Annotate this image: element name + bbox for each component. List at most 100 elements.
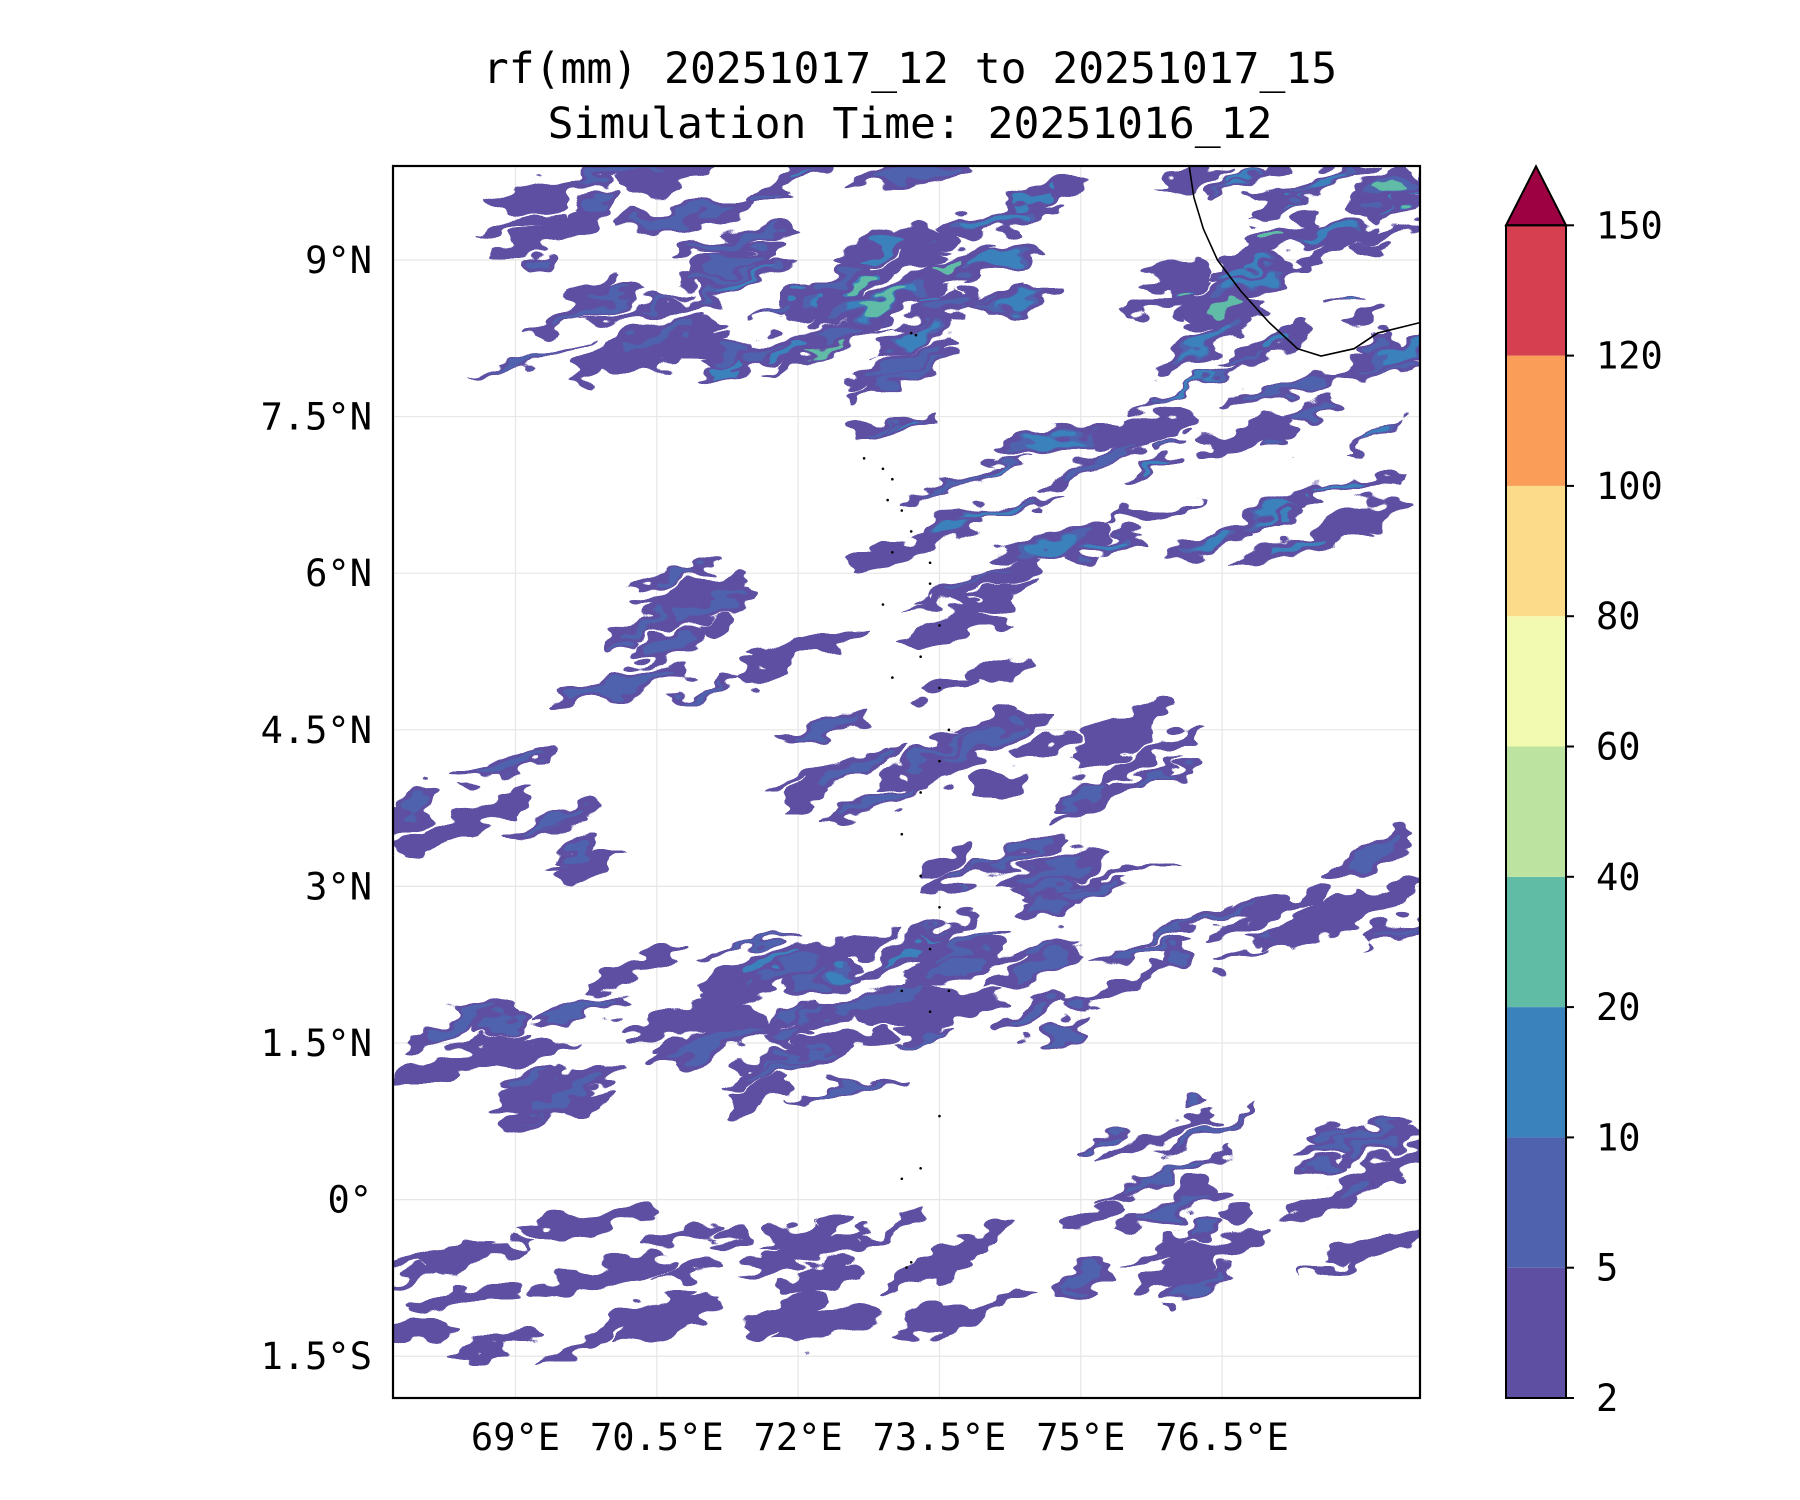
island-dot	[928, 947, 932, 951]
rain-cell	[931, 954, 989, 975]
rain-cell	[595, 332, 735, 372]
rain-cell	[1092, 723, 1203, 787]
lon-tick-label: 76.5°E	[1155, 1416, 1289, 1459]
rain-cell	[726, 1079, 792, 1113]
rain-cell	[902, 1030, 946, 1042]
rain-cell	[897, 1290, 1037, 1338]
rain-cell	[1090, 1133, 1123, 1143]
island-dot	[891, 477, 894, 481]
island-dot	[900, 832, 904, 836]
rain-cell	[1061, 448, 1136, 478]
rain-cell	[535, 1320, 633, 1365]
rain-cell	[965, 503, 1025, 518]
rain-cell	[879, 950, 921, 966]
map-subtitle-simulation-time: Simulation Time: 20251016_12	[547, 99, 1273, 149]
rain-cell	[627, 323, 690, 348]
rain-cell	[1187, 538, 1231, 551]
rain-cell	[830, 985, 923, 1016]
island-dot	[947, 989, 951, 993]
rain-cell	[895, 233, 954, 271]
colorbar-tick-label: 5	[1596, 1247, 1618, 1290]
rain-cell	[1316, 1123, 1392, 1148]
rain-cell	[1320, 1126, 1350, 1136]
rain-cell	[776, 1263, 865, 1294]
rain-cell	[1179, 330, 1224, 357]
rain-cell	[1343, 839, 1400, 871]
island-dot	[900, 1177, 904, 1181]
rain-cell	[1307, 225, 1353, 237]
rain-cell	[933, 257, 962, 273]
lon-tick-label: 69°E	[471, 1416, 560, 1459]
island-dot	[919, 655, 922, 659]
rain-cell	[525, 256, 546, 271]
rain-cell	[1222, 273, 1275, 294]
rain-cell	[911, 575, 1038, 642]
rain-cell	[831, 971, 853, 985]
rain-cell	[1061, 1266, 1103, 1292]
rain-cell	[787, 290, 806, 301]
island-dot	[886, 498, 889, 502]
rain-cell	[875, 166, 958, 183]
rain-cell	[422, 1006, 497, 1041]
colorbar-tick-label: 80	[1596, 595, 1641, 638]
rain-cell	[1403, 196, 1418, 207]
rain-cell	[474, 750, 548, 777]
rain-cell	[929, 295, 972, 315]
rain-cell	[1059, 788, 1096, 806]
coastline-islands	[862, 166, 1420, 1269]
colorbar-segment	[1506, 746, 1566, 877]
island-dot	[938, 905, 941, 909]
rain-cell	[1213, 950, 1267, 966]
rain-cell	[1017, 856, 1088, 883]
rain-cell	[761, 745, 886, 797]
rain-cell	[857, 238, 904, 259]
rain-cell	[539, 276, 627, 325]
rain-cell	[1310, 496, 1399, 541]
colorbar-segment	[1506, 485, 1566, 617]
rain-cell	[636, 207, 728, 228]
rain-cell	[995, 294, 1033, 308]
island-dot	[914, 333, 918, 337]
rain-cell	[1316, 484, 1367, 495]
island-dot	[938, 759, 941, 763]
rain-cell	[1147, 292, 1200, 305]
colorbar-tick-label: 40	[1596, 856, 1641, 899]
rain-cell	[1160, 951, 1184, 968]
rain-cell	[919, 293, 943, 303]
colorbar-segment	[1506, 225, 1566, 356]
rain-cell	[818, 148, 860, 164]
rain-cell	[702, 614, 738, 643]
island-dot	[928, 561, 932, 565]
rain-cell	[696, 264, 758, 282]
rain-cell	[413, 1284, 532, 1310]
rain-cell	[1085, 414, 1195, 452]
island-dot	[909, 331, 913, 335]
rain-cell	[919, 473, 983, 498]
rain-cell	[401, 793, 431, 815]
rain-cell	[1021, 943, 1054, 957]
colorbar-segment	[1506, 1267, 1566, 1398]
rain-cell	[1129, 1232, 1199, 1265]
rain-cell	[1362, 429, 1389, 444]
rain-cell	[1149, 166, 1242, 191]
lat-tick-label: 1.5°S	[261, 1335, 372, 1378]
rain-cell	[782, 784, 826, 813]
island-dot	[938, 686, 941, 690]
rain-cell	[1219, 182, 1244, 194]
rain-cell	[622, 166, 735, 194]
rain-cell	[1009, 730, 1082, 759]
rain-cell	[1145, 262, 1206, 288]
rain-cell	[939, 931, 1000, 958]
rain-cell	[1184, 285, 1196, 292]
rain-cell	[1347, 310, 1379, 327]
rain-cell	[858, 1027, 895, 1047]
island-dot	[919, 874, 922, 878]
rain-cell	[1108, 499, 1204, 526]
rain-cell	[739, 952, 802, 974]
lon-tick-label: 70.5°E	[590, 1416, 724, 1459]
colorbar-tick-label: 150	[1596, 204, 1663, 247]
rain-cell	[1264, 437, 1288, 451]
rain-cell	[1063, 862, 1181, 883]
rain-cell	[672, 596, 740, 620]
rain-cell	[1299, 223, 1377, 267]
